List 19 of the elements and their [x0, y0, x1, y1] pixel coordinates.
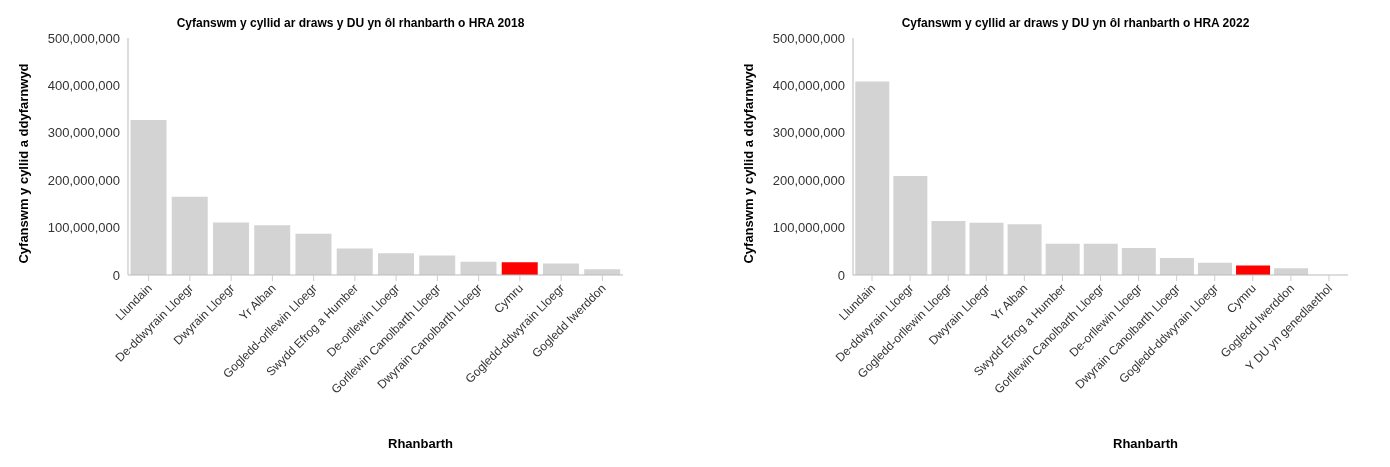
x-axis-title: Rhanbarth: [1112, 436, 1179, 451]
chart-title: Cyfanswm y cyllid ar draws y DU yn ôl rhanbarth o HRA 2018: [175, 16, 526, 30]
x-axis-title: Rhanbarth: [387, 436, 454, 451]
y-tick-label: 0: [837, 267, 845, 283]
y-tick-label: 300,000,000: [772, 125, 845, 141]
y-tick-label: 200,000,000: [47, 172, 120, 188]
y-tick-label: 200,000,000: [772, 172, 845, 188]
y-axis-title: Cyfanswm y cyllid a ddyfarnwyd: [740, 62, 756, 264]
y-tick-label: 400,000,000: [772, 78, 845, 94]
y-tick-label: 100,000,000: [47, 220, 120, 236]
bar: [501, 262, 538, 275]
y-tick-label: 500,000,000: [47, 30, 120, 46]
y-tick-label: 500,000,000: [772, 30, 845, 46]
y-tick-label: 400,000,000: [47, 78, 120, 94]
chart-title: Cyfanswm y cyllid ar draws y DU yn ôl rhanbarth o HRA 2022: [900, 16, 1251, 30]
y-tick-label: 0: [112, 267, 120, 283]
y-tick-label: 100,000,000: [772, 220, 845, 236]
y-axis-title: Cyfanswm y cyllid a ddyfarnwyd: [15, 62, 31, 264]
y-tick-label: 300,000,000: [47, 125, 120, 141]
